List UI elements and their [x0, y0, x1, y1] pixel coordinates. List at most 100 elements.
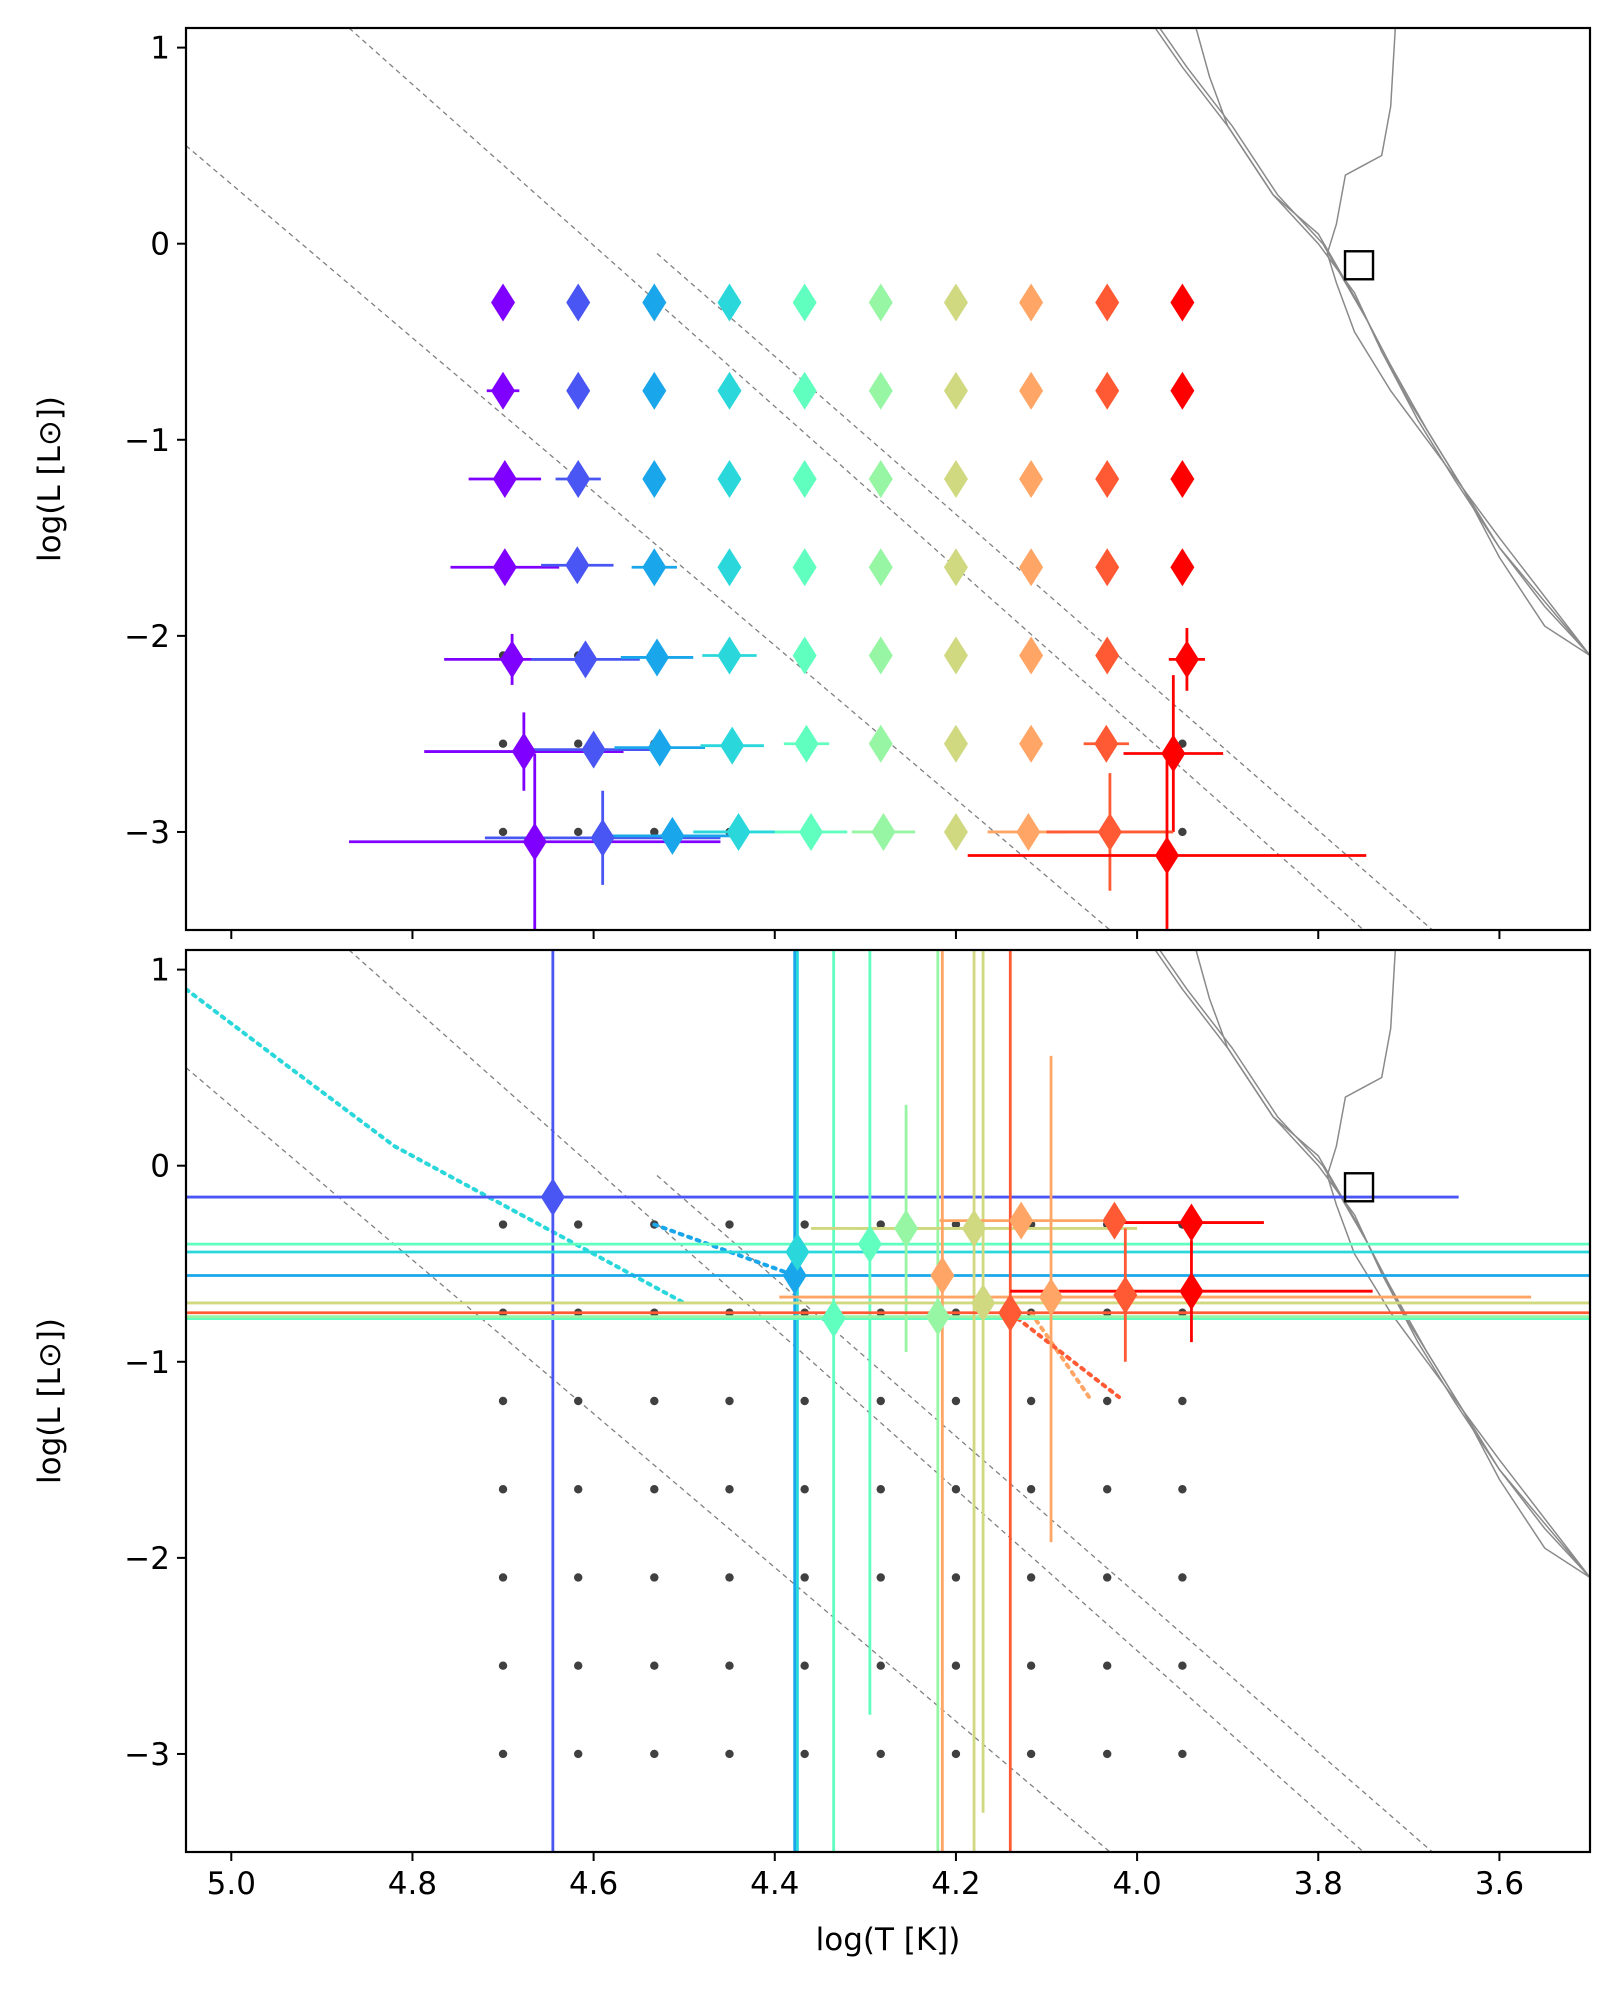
true-grid-point — [574, 1573, 583, 1582]
x-tick-label: 4.6 — [569, 1866, 618, 1902]
fit-diamond-marker — [566, 283, 591, 322]
fit-diamond-marker — [1179, 1203, 1204, 1242]
y-tick-label: 1 — [150, 31, 170, 67]
bottom-ticks: 5.0 4.8 4.6 4.4 4.2 4.0 3.8 3.6 1 0 −1 −2 −3 — [124, 953, 1524, 1902]
true-grid-point — [725, 1661, 734, 1670]
true-grid-point — [498, 1661, 508, 1670]
dashed-reference-line — [656, 253, 1434, 930]
fit-diamond-marker — [868, 636, 893, 675]
dashed-reference-line — [186, 145, 1111, 930]
fit-diamond-marker — [943, 460, 968, 498]
fit-diamond-marker — [792, 460, 817, 498]
fit-diamond-marker — [1179, 1272, 1204, 1311]
y-tick-label: −2 — [124, 619, 170, 655]
true-grid-point — [1026, 1573, 1036, 1582]
fit-diamond-marker — [998, 1293, 1023, 1332]
x-tick-label: 4.2 — [931, 1866, 980, 1902]
true-grid-point — [800, 1396, 809, 1406]
fit-diamond-marker — [720, 726, 745, 765]
dotted-fit-track — [186, 987, 687, 1305]
dotted-fit-track — [1008, 1310, 1121, 1400]
fit-diamond-marker — [642, 283, 667, 322]
fit-diamond-marker — [794, 724, 819, 763]
fit-diamond-marker — [1170, 460, 1195, 498]
evolutionary-track-line — [1195, 950, 1590, 1578]
true-grid-point — [574, 1220, 583, 1229]
bottom-y-axis-label: log(L [L⊙]) — [32, 1318, 68, 1484]
true-grid-point — [574, 1396, 583, 1406]
dashed-reference-line — [656, 1175, 1434, 1852]
true-grid-point — [1178, 1749, 1187, 1759]
true-grid-point — [876, 1749, 885, 1759]
fit-diamond-marker — [1019, 724, 1044, 763]
sun-square-marker — [1343, 1172, 1375, 1203]
fit-diamond-marker — [782, 1256, 807, 1295]
true-grid-point — [951, 1749, 961, 1759]
fit-diamond-marker — [1019, 371, 1044, 410]
fit-diamond-marker — [868, 283, 893, 322]
true-grid-point — [498, 1396, 508, 1406]
y-tick-label: 0 — [150, 1149, 170, 1185]
fit-diamond-marker — [1095, 460, 1120, 498]
fit-diamond-marker — [792, 283, 817, 322]
true-grid-point — [650, 1396, 659, 1406]
evolutionary-track-line — [1195, 28, 1590, 656]
true-grid-point — [498, 1749, 508, 1759]
fit-diamond-marker — [1095, 548, 1120, 587]
true-grid-point — [1178, 1485, 1187, 1494]
fit-diamond-marker — [943, 812, 968, 851]
true-grid-point — [800, 1573, 809, 1582]
fit-diamond-marker — [1094, 724, 1119, 763]
fit-diamond-marker — [565, 546, 590, 585]
true-grid-point — [574, 827, 583, 837]
fit-diamond-marker — [566, 371, 591, 410]
top-panel: 1 0 −1 −2 −3 log(L [L⊙]) — [32, 26, 1592, 939]
y-tick-label: −3 — [124, 1737, 170, 1773]
true-grid-point — [1178, 1396, 1187, 1406]
true-grid-point — [498, 827, 508, 837]
y-tick-label: −1 — [124, 1345, 170, 1381]
true-grid-point — [1103, 1661, 1112, 1670]
true-grid-point — [1178, 827, 1187, 837]
fit-diamond-marker — [492, 460, 517, 498]
fit-diamond-marker — [1097, 812, 1122, 851]
fit-diamond-marker — [540, 1178, 565, 1217]
true-grid-point — [1103, 1749, 1112, 1759]
dashed-reference-line — [348, 28, 1364, 930]
top-ticks: 1 0 −1 −2 −3 — [124, 31, 1501, 939]
true-grid-point — [498, 1573, 508, 1582]
true-grid-point — [1026, 1396, 1036, 1406]
true-grid-point — [876, 1573, 885, 1582]
fit-diamond-marker — [792, 371, 817, 410]
true-grid-point — [650, 1485, 659, 1494]
fit-diamond-marker — [868, 460, 893, 498]
evolutionary-track-line — [1326, 950, 1590, 1578]
true-grid-point — [876, 1485, 885, 1494]
true-grid-point — [574, 1485, 583, 1494]
fit-diamond-marker — [642, 371, 667, 410]
x-tick-label: 4.4 — [750, 1866, 799, 1902]
true-grid-point — [498, 1485, 508, 1494]
fit-diamond-marker — [943, 724, 968, 763]
fit-diamond-marker — [522, 822, 547, 861]
fit-diamond-marker — [1170, 548, 1195, 587]
fit-diamond-marker — [1016, 812, 1041, 851]
true-grid-point — [951, 1573, 961, 1582]
y-tick-label: −1 — [124, 423, 170, 459]
fit-diamond-marker — [573, 640, 598, 679]
true-grid-point — [1178, 1661, 1187, 1670]
fit-diamond-marker — [1170, 371, 1195, 410]
fit-diamond-marker — [717, 460, 742, 498]
evolutionary-track-line — [1326, 28, 1590, 656]
true-grid-point — [951, 1661, 961, 1670]
fit-diamond-marker — [868, 548, 893, 587]
fit-diamond-marker — [1095, 371, 1120, 410]
bottom-axes-frame — [184, 948, 1592, 1854]
fit-diamond-marker — [566, 460, 591, 498]
fit-diamond-marker — [492, 548, 517, 587]
fit-diamond-marker — [868, 724, 893, 763]
true-grid-point — [951, 1396, 961, 1406]
